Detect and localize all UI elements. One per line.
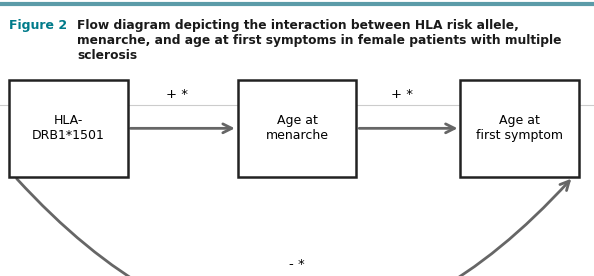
FancyBboxPatch shape <box>460 80 579 177</box>
FancyArrowPatch shape <box>17 179 569 276</box>
Text: - *: - * <box>289 258 305 272</box>
Text: Age at
menarche: Age at menarche <box>266 114 328 142</box>
Text: Figure 2: Figure 2 <box>9 19 67 32</box>
Text: + *: + * <box>391 88 413 101</box>
Text: Age at
first symptom: Age at first symptom <box>476 114 563 142</box>
Text: + *: + * <box>166 88 188 101</box>
FancyBboxPatch shape <box>9 80 128 177</box>
FancyBboxPatch shape <box>238 80 356 177</box>
Text: HLA-
DRB1*1501: HLA- DRB1*1501 <box>32 114 105 142</box>
Text: Flow diagram depicting the interaction between HLA risk allele,
menarche, and ag: Flow diagram depicting the interaction b… <box>77 19 562 62</box>
